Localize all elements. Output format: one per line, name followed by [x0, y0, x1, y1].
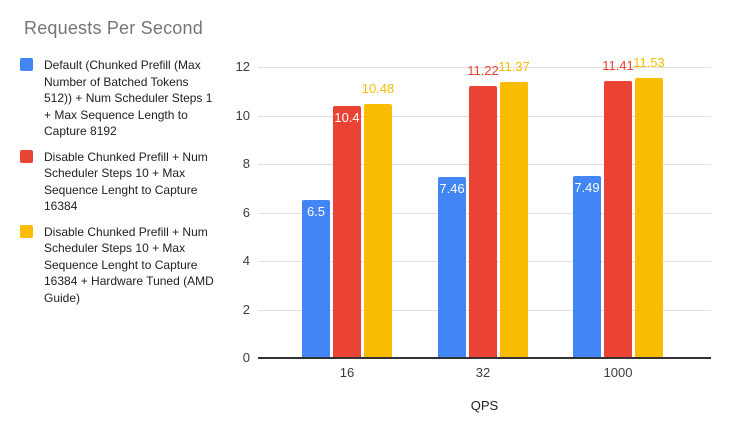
x-tick-label: 16: [339, 365, 355, 380]
legend-swatch: [20, 58, 33, 71]
legend-item: Disable Chunked Prefill + Num Scheduler …: [20, 224, 232, 307]
bar-value-label: 7.49: [574, 180, 600, 195]
y-tick-label: 10: [235, 108, 250, 123]
legend: Default (Chunked Prefill (Max Number of …: [20, 57, 232, 315]
bar: [469, 86, 497, 358]
bar-value-label: 10.48: [361, 81, 395, 96]
chart-title: Requests Per Second: [24, 18, 203, 38]
bar: [500, 82, 528, 358]
bar: [364, 104, 392, 358]
x-axis-title: QPS: [470, 398, 499, 413]
bar: [635, 78, 663, 358]
x-tick-label: 1000: [603, 365, 633, 380]
y-tick-label: 0: [242, 350, 250, 365]
bar: [438, 177, 466, 358]
bar-value-label: 11.53: [633, 55, 665, 70]
legend-swatch: [20, 149, 33, 163]
x-axis-line: [258, 357, 711, 359]
legend-item-label: Disable Chunked Prefill + Num Scheduler …: [44, 149, 208, 214]
bar: [302, 200, 330, 358]
legend-item-label: Disable Chunked Prefill + Num Scheduler …: [44, 224, 214, 305]
bar-value-label: 11.22: [467, 63, 499, 78]
legend-swatch: [20, 224, 33, 238]
bar-value-label: 11.41: [602, 58, 634, 73]
y-tick-label: 12: [235, 59, 250, 74]
bar: [604, 81, 632, 358]
legend-item: Default (Chunked Prefill (Max Number of …: [20, 57, 232, 140]
x-tick-label: 32: [475, 365, 491, 380]
bar-value-label: 7.46: [439, 181, 465, 196]
legend-item: Disable Chunked Prefill + Num Scheduler …: [20, 149, 232, 215]
y-tick-label: 4: [242, 253, 250, 268]
bar-value-label: 6.5: [306, 204, 326, 219]
y-tick-label: 2: [242, 302, 250, 317]
y-tick-label: 8: [242, 156, 250, 171]
bar: [573, 176, 601, 358]
bar-value-label: 10.4: [334, 110, 360, 125]
y-tick-label: 6: [242, 205, 250, 220]
gridline: [258, 67, 711, 68]
bar-value-label: 11.37: [498, 59, 530, 74]
bar: [333, 106, 361, 358]
legend-item-label: Default (Chunked Prefill (Max Number of …: [44, 58, 213, 138]
